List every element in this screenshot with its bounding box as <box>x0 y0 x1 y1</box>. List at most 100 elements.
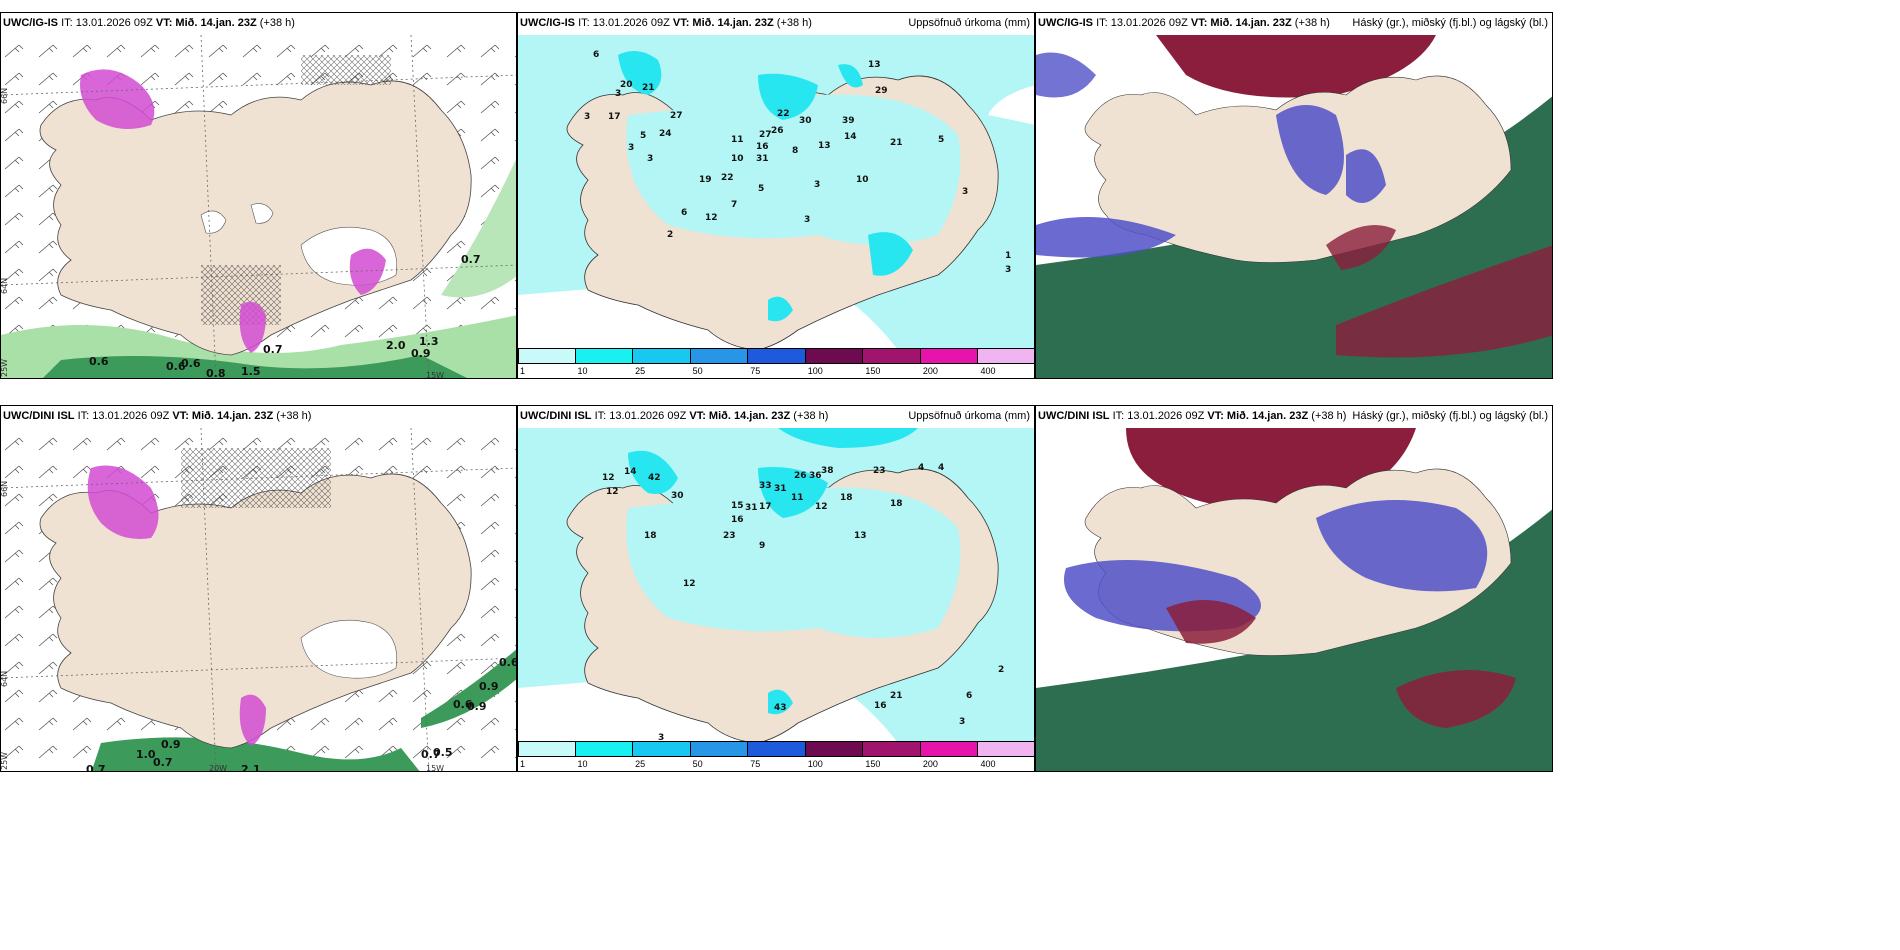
precip-value: 20 <box>620 80 633 90</box>
panel-title-right: Háský (gr.), miðský (fj.bl.) og lágský (… <box>1352 410 1548 422</box>
precip-value: 11 <box>731 135 744 145</box>
panel-title-right: Uppsöfnuð úrkoma (mm) <box>908 410 1030 422</box>
map-wind-snow: 66N 64N 25W 15W 0.7 0.6 0.6 0.6 0.8 1.5 … <box>1 35 516 378</box>
precip-value: 26 <box>794 471 807 481</box>
colorbar-swatch <box>575 741 634 757</box>
colorbar-swatch <box>518 348 576 364</box>
hi-cloud-center <box>1326 225 1396 270</box>
panel-clouds-dini: UWC/DINI ISL IT: 13.01.2026 09Z VT: Mið.… <box>1035 405 1553 772</box>
precip-value: 21 <box>642 83 655 93</box>
snow-area-westfjords <box>87 465 159 539</box>
precip-value: 23 <box>873 466 886 476</box>
colorbar-swatch <box>633 348 691 364</box>
precip-value: 13 <box>868 60 881 70</box>
snow-value: 0.9 <box>467 700 487 713</box>
map-clouds <box>1036 428 1552 771</box>
snow-value: 1.3 <box>419 335 439 348</box>
precip-value: 31 <box>774 484 787 494</box>
precip-value: 12 <box>705 213 718 223</box>
snow-value: 0.9 <box>161 738 181 751</box>
glacier-hofsjokull <box>250 203 274 224</box>
precip-mid-n <box>758 467 828 518</box>
panel-header: UWC/DINI ISL IT: 13.01.2026 09Z VT: Mið.… <box>3 410 312 422</box>
panel-clouds-igis: UWC/IG-IS IT: 13.01.2026 09Z VT: Mið. 14… <box>1035 12 1553 379</box>
glacier-langjokull <box>200 210 227 234</box>
snow-area-east <box>349 248 386 295</box>
precip-value: 3 <box>804 215 810 225</box>
precip-value: 5 <box>758 184 764 194</box>
mid-cloud-patches <box>1064 500 1488 632</box>
colorbar-swatch <box>690 741 749 757</box>
panel-header: UWC/DINI ISL IT: 13.01.2026 09Z VT: Mið.… <box>1038 410 1347 422</box>
precip-value: 16 <box>731 515 744 525</box>
colorbar-label: 400 <box>980 759 996 769</box>
precip-value: 3 <box>814 180 820 190</box>
snow-value: 1.5 <box>241 365 261 378</box>
precip-mid-nw <box>628 450 678 494</box>
precip-mid-n <box>758 73 818 120</box>
snow-value: 0.9 <box>479 680 499 693</box>
precip-value: 3 <box>628 143 634 153</box>
green-precip-east <box>421 649 516 728</box>
panel-header: UWC/IG-IS IT: 13.01.2026 09Z VT: Mið. 14… <box>1038 17 1330 29</box>
colorbar-label: 50 <box>692 366 703 376</box>
precip-values-bottom: 12 14 42 30 12 15 31 17 33 31 11 26 36 3… <box>602 463 1004 743</box>
colorbar-swatch <box>978 741 1034 757</box>
panel-header: UWC/IG-IS IT: 13.01.2026 09Z VT: Mið. 14… <box>520 17 812 29</box>
precip-value: 26 <box>771 126 784 136</box>
precip-value: 8 <box>792 146 798 156</box>
precip-value: 13 <box>854 531 867 541</box>
precip-value: 33 <box>759 481 772 491</box>
lat-66-line <box>1 467 516 489</box>
colorbar-label: 1 <box>520 759 526 769</box>
panel-precip-igis: UWC/IG-IS IT: 13.01.2026 09Z VT: Mið. 14… <box>517 12 1035 379</box>
precip-value: 30 <box>799 116 812 126</box>
precip-value: 31 <box>756 154 769 164</box>
precip-value: 7 <box>731 200 737 210</box>
map-precipitation <box>518 35 1034 350</box>
map-clouds <box>1036 35 1552 378</box>
precip-inland <box>626 94 961 245</box>
precip-value: 2 <box>667 230 673 240</box>
precip-value: 21 <box>890 691 903 701</box>
colorbar-label: 25 <box>635 759 646 769</box>
lat-64-line <box>1 657 516 679</box>
precip-value: 12 <box>683 579 696 589</box>
precip-value: 4 <box>938 463 944 473</box>
precip-value: 27 <box>670 111 683 121</box>
precip-field-upper <box>778 428 918 448</box>
lon-20-label: 20W <box>209 764 227 772</box>
precip-value: 19 <box>699 175 712 185</box>
precip-value: 17 <box>608 112 621 122</box>
precip-value: 12 <box>815 502 828 512</box>
precip-value: 6 <box>681 208 687 218</box>
precip-value: 36 <box>809 471 822 481</box>
lon-25-label: 25W <box>1 359 9 377</box>
snow-area-south <box>239 694 266 746</box>
hi-cloud-center <box>1166 600 1256 644</box>
precip-value: 5 <box>938 135 944 145</box>
precip-value: 3 <box>658 733 664 743</box>
precip-value: 14 <box>624 467 637 477</box>
colorbar-swatch <box>805 741 864 757</box>
precip-value: 12 <box>602 473 615 483</box>
precip-value: 1 <box>1005 251 1011 261</box>
precip-value: 27 <box>759 130 772 140</box>
precip-mid-nw <box>618 51 662 95</box>
precip-mid-ne <box>838 64 863 88</box>
precip-value: 3 <box>1005 265 1011 275</box>
precip-value: 21 <box>890 138 903 148</box>
precip-value: 4 <box>918 463 924 473</box>
precip-value: 17 <box>759 502 772 512</box>
lat-64-label: 64N <box>1 671 9 687</box>
lat-66-label: 66N <box>1 88 9 104</box>
precip-value: 39 <box>842 116 855 126</box>
precip-value: 18 <box>840 493 853 503</box>
precip-colorbar: 1 10 25 50 75 100 150 200 400 <box>518 348 1034 378</box>
colorbar-swatch <box>748 741 806 757</box>
precip-value: 10 <box>731 154 744 164</box>
precip-value: 3 <box>962 187 968 197</box>
precip-value: 38 <box>821 466 834 476</box>
precip-value: 11 <box>791 493 804 503</box>
colorbar-label: 1 <box>520 366 526 376</box>
